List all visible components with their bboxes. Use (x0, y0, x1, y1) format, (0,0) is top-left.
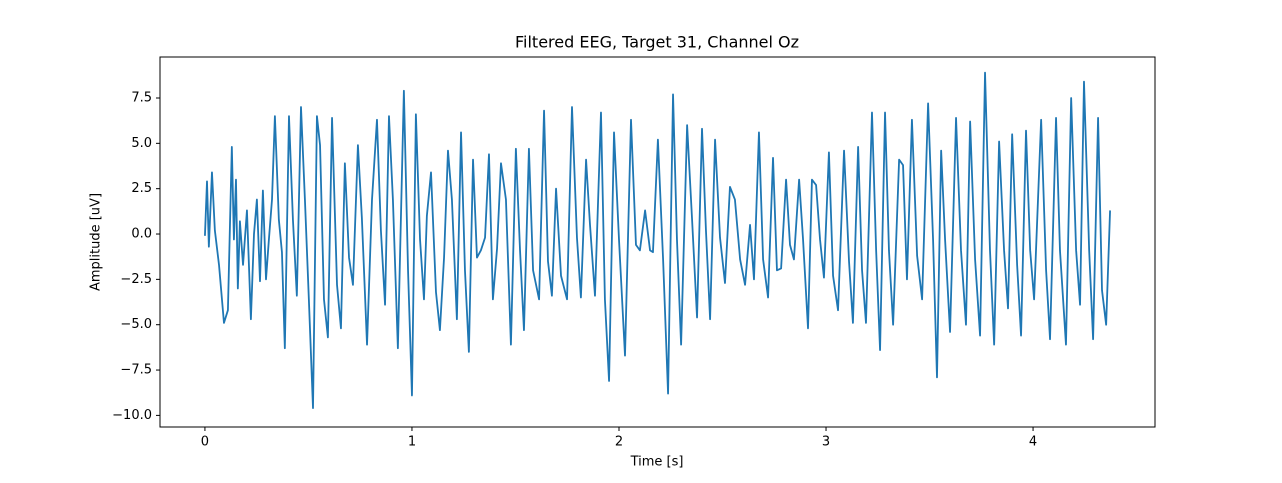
y-tick-label: 0.0 (131, 227, 152, 242)
y-tick-label: −10.0 (112, 408, 152, 423)
y-tick-label: 7.5 (131, 90, 152, 105)
chart-title: Filtered EEG, Target 31, Channel Oz (515, 33, 799, 52)
y-tick-label: −5.0 (120, 317, 152, 332)
y-axis-label: Amplitude [uV] (89, 193, 104, 291)
x-tick-label: 2 (615, 435, 623, 450)
y-tick-label: 2.5 (131, 181, 152, 196)
y-tick-label: −7.5 (120, 363, 152, 378)
x-tick-label: 1 (408, 435, 416, 450)
x-tick-label: 4 (1029, 435, 1037, 450)
data-line (204, 71, 1111, 410)
y-tick-label: 5.0 (131, 136, 152, 151)
x-axis-label: Time [s] (630, 455, 684, 470)
plot-frame (159, 56, 1156, 428)
y-tick-label: −2.5 (120, 272, 152, 287)
x-tick-label: 3 (822, 435, 830, 450)
x-tick-label: 0 (201, 435, 209, 450)
